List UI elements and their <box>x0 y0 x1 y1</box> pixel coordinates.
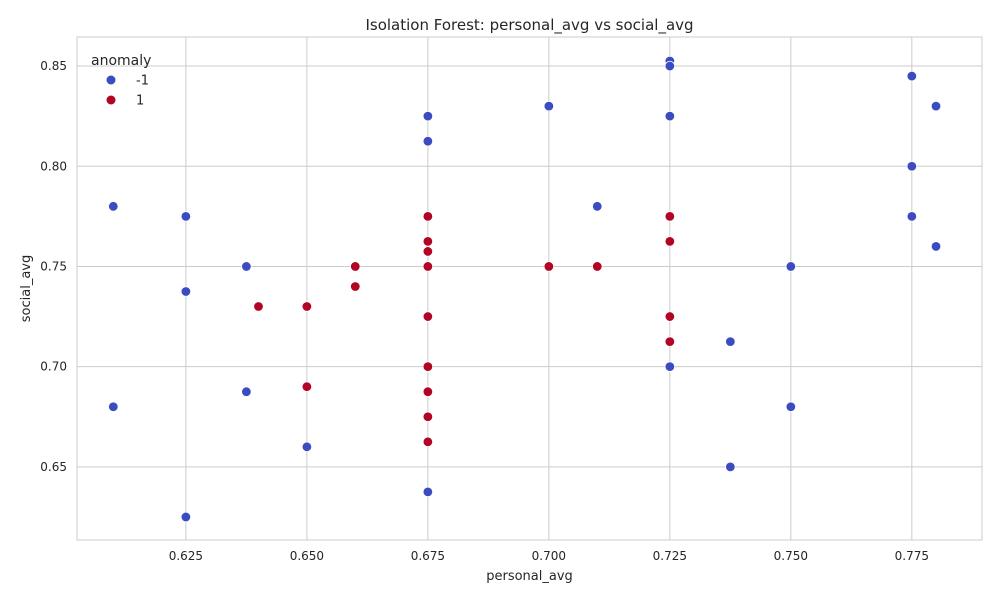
y-tick-label: 0.70 <box>40 360 67 374</box>
data-point-anomaly-1 <box>664 236 676 247</box>
y-tick-labels: 0.65 0.70 0.75 0.80 0.85 <box>40 59 67 474</box>
data-point-anomaly-neg1 <box>664 60 676 72</box>
data-point-anomaly-neg1 <box>108 201 119 212</box>
series-anomaly-points <box>108 55 942 523</box>
x-tick-label: 0.700 <box>532 549 566 563</box>
legend-title: anomaly <box>91 53 151 69</box>
data-point-anomaly-neg1 <box>785 401 797 412</box>
data-point-anomaly-neg1 <box>592 201 603 212</box>
data-point-anomaly-1 <box>422 361 434 372</box>
data-point-anomaly-1 <box>422 386 434 397</box>
data-point-anomaly-neg1 <box>108 401 119 412</box>
x-tick-label: 0.725 <box>653 549 687 563</box>
data-point-anomaly-1 <box>301 381 313 392</box>
data-point-anomaly-neg1 <box>422 486 434 498</box>
x-tick-label: 0.650 <box>290 549 324 563</box>
data-point-anomaly-1 <box>422 261 434 272</box>
legend-marker-negative-one <box>106 75 116 85</box>
data-point-anomaly-1 <box>253 301 264 312</box>
data-point-anomaly-1 <box>422 236 434 247</box>
y-axis-label: social_avg <box>19 255 34 322</box>
data-point-anomaly-neg1 <box>543 100 555 112</box>
data-point-anomaly-1 <box>422 246 434 257</box>
data-point-anomaly-1 <box>664 311 676 322</box>
data-point-anomaly-neg1 <box>664 361 676 372</box>
data-point-anomaly-neg1 <box>906 161 918 172</box>
data-point-anomaly-neg1 <box>906 211 918 222</box>
data-point-anomaly-1 <box>664 336 676 347</box>
y-tick-label: 0.65 <box>40 460 67 474</box>
data-point-anomaly-neg1 <box>180 211 192 222</box>
data-point-anomaly-1 <box>422 311 434 322</box>
data-point-anomaly-1 <box>350 281 361 292</box>
x-tick-label: 0.750 <box>774 549 808 563</box>
data-point-anomaly-neg1 <box>241 261 252 272</box>
data-point-anomaly-neg1 <box>180 511 192 523</box>
data-point-anomaly-1 <box>301 301 313 312</box>
x-axis-label: personal_avg <box>486 569 573 584</box>
data-point-anomaly-neg1 <box>301 441 313 453</box>
legend-label-one: 1 <box>136 94 144 109</box>
chart-title: Isolation Forest: personal_avg vs social… <box>365 16 693 35</box>
data-point-anomaly-1 <box>422 411 434 422</box>
data-point-anomaly-neg1 <box>725 336 736 347</box>
data-point-anomaly-1 <box>422 436 434 448</box>
series-normal-points <box>253 211 676 448</box>
data-point-anomaly-neg1 <box>241 386 252 397</box>
data-point-anomaly-1 <box>422 211 434 222</box>
legend-label-negative-one: -1 <box>136 74 149 89</box>
data-point-anomaly-1 <box>592 261 603 272</box>
data-point-anomaly-1 <box>543 261 555 272</box>
data-point-anomaly-neg1 <box>664 110 676 122</box>
data-point-anomaly-neg1 <box>725 461 736 473</box>
data-point-anomaly-neg1 <box>422 136 434 147</box>
x-tick-labels: 0.625 0.650 0.675 0.700 0.725 0.750 0.775 <box>169 549 929 563</box>
x-tick-label: 0.625 <box>169 549 203 563</box>
y-tick-label: 0.85 <box>40 59 67 73</box>
data-point-anomaly-1 <box>350 261 361 272</box>
x-tick-label: 0.775 <box>895 549 929 563</box>
y-tick-label: 0.80 <box>40 159 67 173</box>
x-tick-label: 0.675 <box>411 549 445 563</box>
data-point-anomaly-neg1 <box>930 100 942 112</box>
y-tick-label: 0.75 <box>40 259 67 273</box>
data-point-anomaly-neg1 <box>930 241 942 252</box>
data-point-anomaly-neg1 <box>422 110 434 122</box>
data-point-anomaly-neg1 <box>906 70 918 82</box>
legend-marker-one <box>106 95 116 105</box>
data-point-anomaly-neg1 <box>180 286 192 297</box>
data-point-anomaly-neg1 <box>785 261 797 272</box>
plot-frame <box>76 36 983 541</box>
legend: anomaly -1 1 <box>91 53 151 109</box>
data-point-anomaly-1 <box>664 211 676 222</box>
